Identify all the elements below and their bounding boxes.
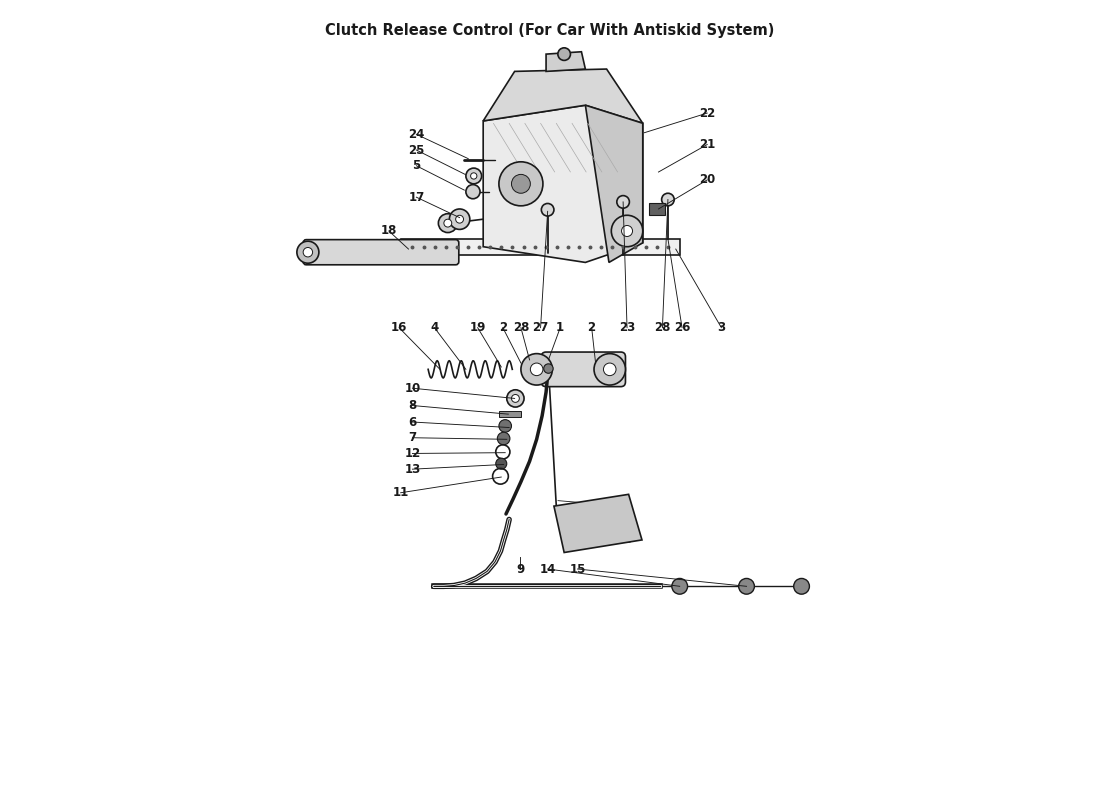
Text: 19: 19 [470,321,486,334]
Text: 4: 4 [430,321,439,334]
Circle shape [617,196,629,208]
Text: 14: 14 [539,562,556,575]
Circle shape [594,354,626,385]
Circle shape [521,354,552,385]
Text: 22: 22 [700,106,715,119]
Bar [649,203,664,215]
Text: 3: 3 [717,321,725,334]
Circle shape [558,48,571,61]
Circle shape [661,194,674,206]
Circle shape [543,364,553,374]
Circle shape [304,247,312,257]
Circle shape [297,242,319,263]
Circle shape [496,458,507,469]
Text: 21: 21 [700,138,715,151]
Text: 24: 24 [408,128,425,141]
Text: 11: 11 [393,486,409,499]
Polygon shape [400,239,680,254]
Circle shape [541,203,554,216]
Circle shape [444,219,452,227]
Text: 16: 16 [390,321,407,334]
Bar [499,411,521,418]
Circle shape [512,174,530,194]
Circle shape [450,209,470,230]
Text: 27: 27 [532,321,549,334]
Text: 6: 6 [408,415,417,429]
Text: 7: 7 [408,431,417,444]
Polygon shape [554,494,642,553]
Circle shape [497,432,510,445]
Polygon shape [483,69,642,123]
FancyBboxPatch shape [541,352,626,386]
Circle shape [507,390,524,407]
Polygon shape [483,106,642,262]
FancyBboxPatch shape [304,240,459,265]
Text: 5: 5 [412,159,420,172]
Text: 23: 23 [619,321,635,334]
Circle shape [499,420,512,432]
Text: Clutch Release Control (For Car With Antiskid System): Clutch Release Control (For Car With Ant… [326,23,774,38]
Text: 8: 8 [408,399,417,412]
Text: 1: 1 [557,321,564,334]
Text: 18: 18 [381,225,397,238]
Text: 28: 28 [513,321,529,334]
Circle shape [439,214,458,233]
Text: 20: 20 [700,174,715,186]
Circle shape [672,578,688,594]
Text: 13: 13 [405,462,420,476]
Text: 12: 12 [405,447,420,460]
Polygon shape [585,106,642,262]
Circle shape [612,215,642,246]
Circle shape [455,215,463,223]
Text: 2: 2 [498,321,507,334]
Circle shape [530,363,543,376]
Text: 15: 15 [570,562,585,575]
Circle shape [621,226,632,237]
Text: 9: 9 [516,562,525,575]
Text: 26: 26 [674,321,691,334]
Text: 17: 17 [408,190,425,204]
Text: 10: 10 [405,382,420,394]
Text: 25: 25 [408,143,425,157]
Circle shape [471,173,477,179]
Text: 28: 28 [654,321,671,334]
Circle shape [794,578,810,594]
Circle shape [499,162,543,206]
Text: 2: 2 [587,321,596,334]
Circle shape [512,394,519,402]
Circle shape [604,363,616,376]
Polygon shape [546,52,585,71]
Circle shape [466,185,480,198]
Circle shape [466,168,482,184]
Circle shape [739,578,755,594]
